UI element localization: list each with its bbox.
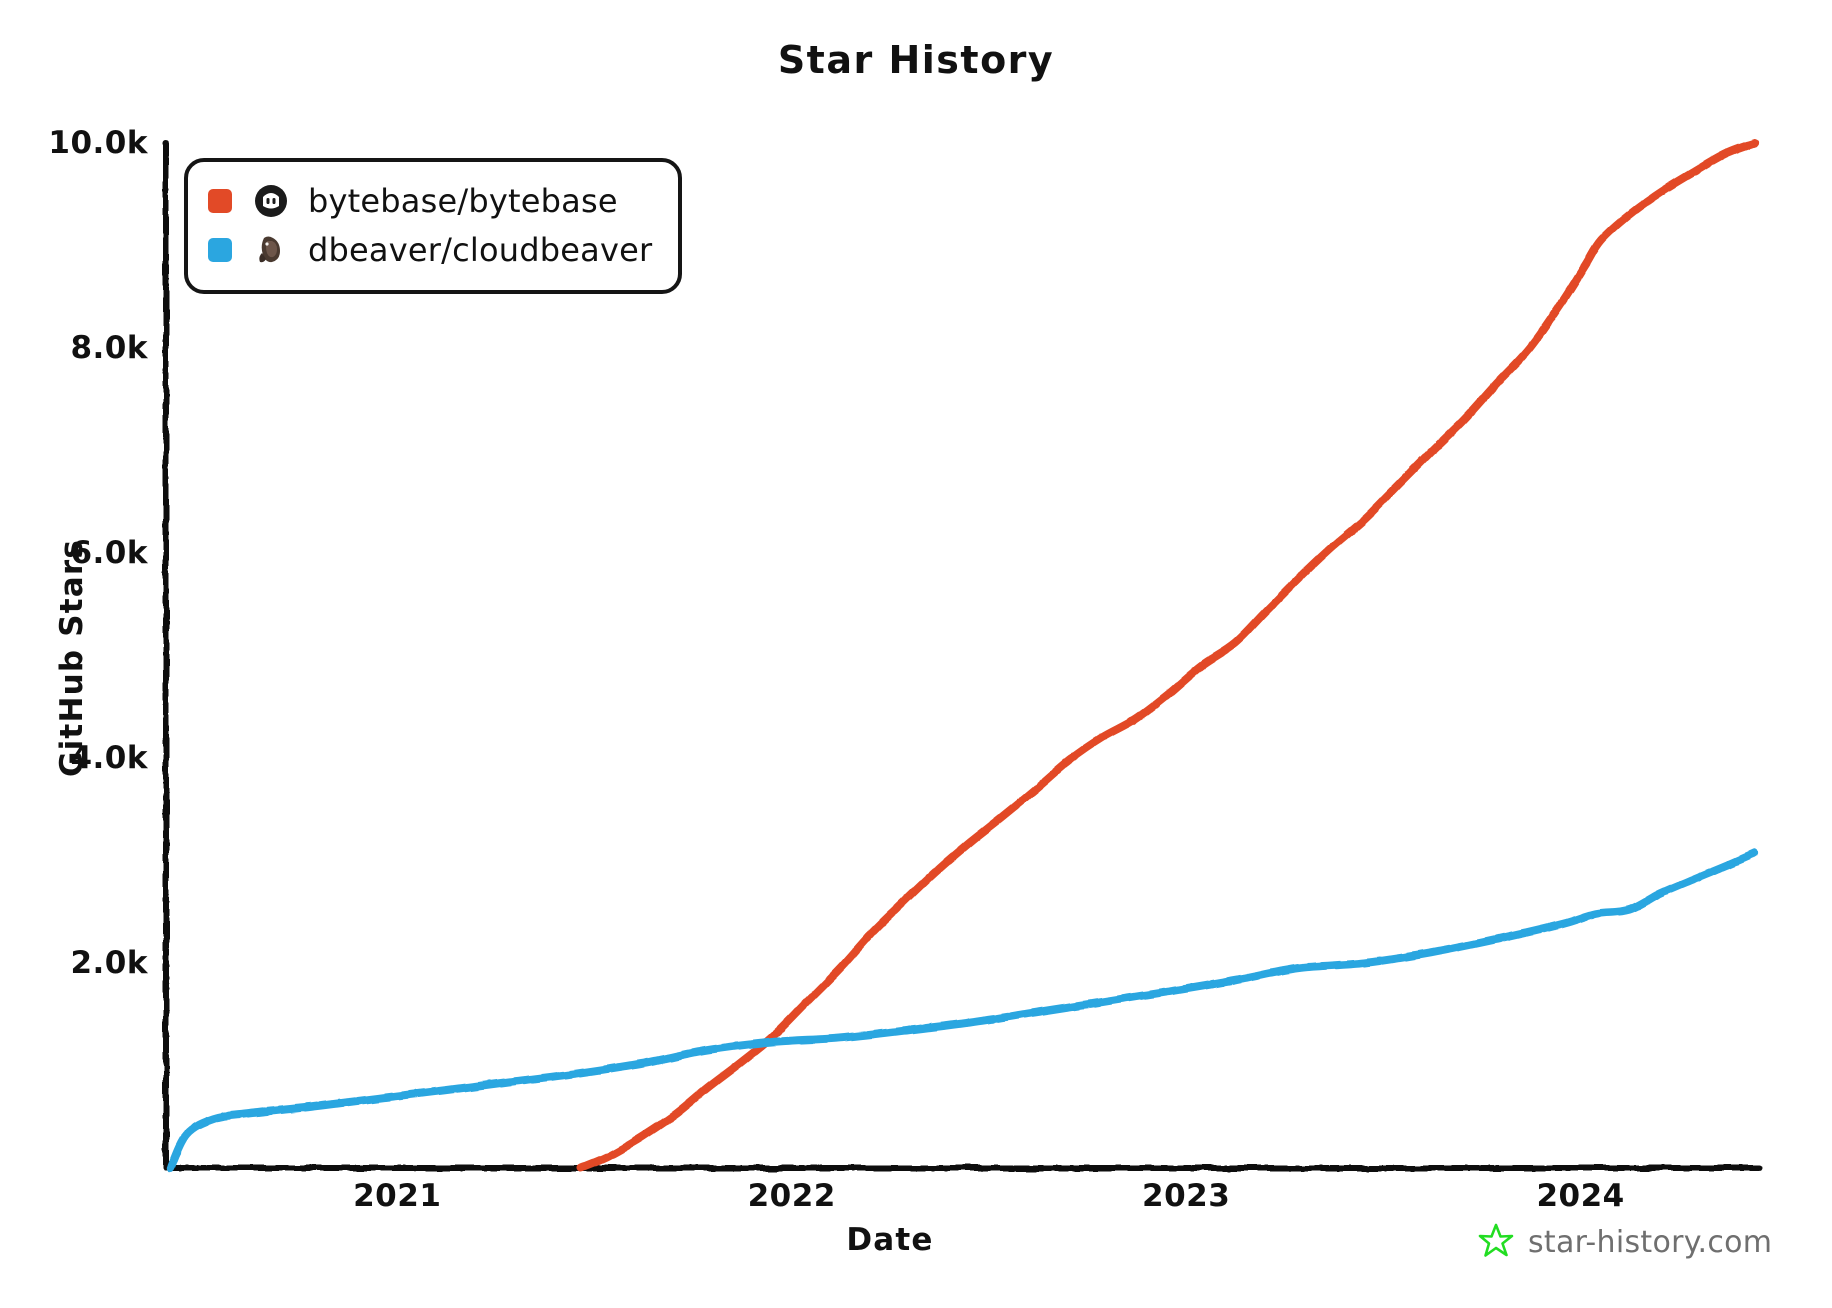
watermark-label: star-history.com	[1528, 1224, 1773, 1260]
x-axis-tick: 2021	[353, 1178, 442, 1214]
y-axis-tick: 8.0k	[70, 330, 148, 366]
bytebase-avatar-icon	[254, 184, 288, 218]
legend-item-bytebase[interactable]: bytebase/bytebase	[208, 176, 652, 225]
x-axis-label: Date	[846, 1222, 934, 1258]
y-axis-tick: 10.0k	[48, 125, 148, 161]
legend-swatch-cloudbeaver	[208, 237, 232, 262]
y-axis-tick-group: 2.0k 4.0k 6.0k 8.0k 10.0k	[18, 0, 148, 1308]
y-axis-tick: 4.0k	[70, 740, 148, 776]
axis-lines	[163, 140, 1763, 1171]
star-outline-icon	[1478, 1222, 1514, 1262]
y-axis-tick: 2.0k	[70, 945, 148, 981]
legend-swatch-bytebase	[208, 188, 232, 213]
page-title: Star History	[777, 38, 1055, 82]
legend: bytebase/bytebase dbeaver/cloudbeaver	[184, 158, 683, 294]
series-line-bytebase	[577, 139, 1759, 1172]
y-axis-tick: 6.0k	[70, 535, 148, 571]
series-lines	[166, 139, 1759, 1172]
series-line-cloudbeaver	[166, 849, 1759, 1172]
cloudbeaver-avatar-icon	[254, 232, 288, 267]
legend-label-cloudbeaver: dbeaver/cloudbeaver	[308, 230, 653, 269]
watermark[interactable]: star-history.com	[1478, 1222, 1772, 1262]
legend-item-cloudbeaver[interactable]: dbeaver/cloudbeaver	[208, 225, 652, 274]
x-axis-tick: 2022	[747, 1178, 836, 1214]
x-axis-tick: 2024	[1536, 1178, 1625, 1214]
x-axis-tick: 2023	[1142, 1178, 1231, 1214]
legend-label-bytebase: bytebase/bytebase	[308, 181, 618, 220]
